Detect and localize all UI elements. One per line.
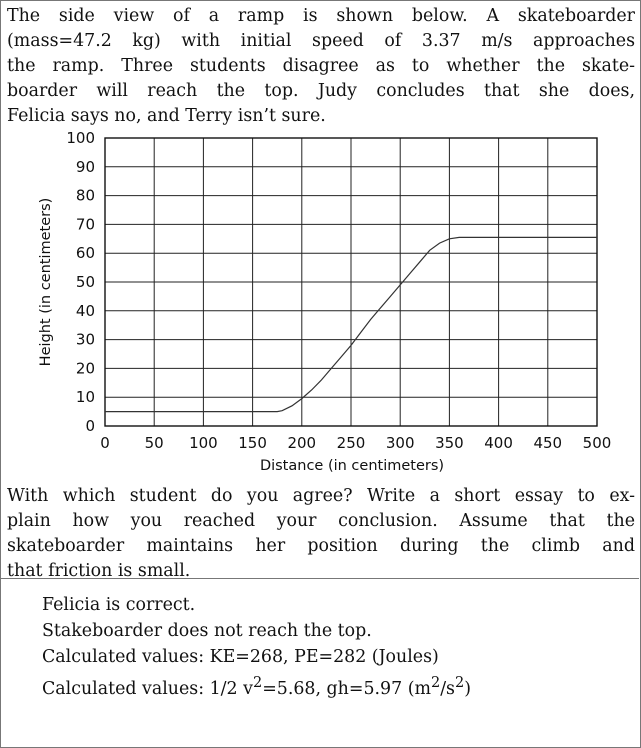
y-tick-label: 30: [76, 331, 95, 349]
y-tick-label: 90: [76, 158, 95, 176]
ratio-mid: =5.68, gh=5.97 (m: [262, 678, 431, 699]
ratio-suffix: ): [464, 678, 472, 699]
x-tick-label: 300: [386, 434, 415, 452]
y-tick-label: 70: [76, 215, 95, 233]
y-tick-label: 50: [76, 273, 95, 291]
ratio-sup: 2: [455, 675, 465, 691]
intro-line: The side view of a ramp is shown below. …: [7, 6, 635, 26]
x-tick-label: 200: [287, 434, 316, 452]
question-line: With which student do you agree? Write a…: [7, 486, 635, 506]
intro-line: boarder will reach the top. Judy conclud…: [7, 81, 635, 101]
y-tick-label: 100: [66, 129, 95, 147]
ramp-profile-chart: 0 50 100 150 200 250 300 350 400 450 500 0 10 20 30 40 5…: [38, 129, 612, 474]
ratio-mid2: /s: [440, 678, 455, 699]
y-tick-label: 10: [76, 388, 95, 406]
answer-line: Felicia is correct.: [42, 595, 196, 615]
y-tick-label: 60: [76, 244, 95, 262]
ratio-sup: 2: [430, 675, 441, 691]
question-line: that friction is small.: [7, 561, 191, 581]
y-tick-label: 0: [85, 417, 95, 435]
problem-question: With which student do you agree? Write a…: [7, 484, 635, 584]
y-tick-label: 80: [76, 187, 95, 205]
x-tick-label: 150: [238, 434, 267, 452]
x-tick-label: 400: [484, 434, 513, 452]
problem-panel: The side view of a ramp is shown below. …: [0, 4, 639, 581]
plot-frame: [104, 137, 598, 427]
y-tick-label: 40: [76, 302, 95, 320]
y-axis-label: Height (in centimeters): [38, 198, 54, 367]
ratio-sup: 2: [252, 675, 263, 691]
ramp-profile-line: [105, 236, 597, 413]
intro-line: Felicia says no, and Terry isn’t sure.: [7, 106, 326, 126]
x-tick-label: 350: [435, 434, 464, 452]
student-answer: Felicia is correct. Stakeboarder does no…: [42, 592, 471, 702]
answer-line-ratio: Calculated values: 1/2 v2=5.68, gh=5.97 …: [42, 670, 471, 702]
intro-line: the ramp. Three students disagree as to …: [7, 56, 635, 76]
answer-line: Stakeboarder does not reach the top.: [42, 621, 372, 641]
x-tick-label: 50: [145, 434, 164, 452]
problem-intro: The side view of a ramp is shown below. …: [7, 4, 635, 129]
x-axis-label: Distance (in centimeters): [260, 458, 444, 474]
y-tick-label: 20: [76, 359, 95, 377]
intro-line: (mass=47.2 kg) with initial speed of 3.3…: [7, 31, 635, 51]
x-tick-label: 250: [337, 434, 366, 452]
x-tick-label: 0: [100, 434, 110, 452]
question-line: skateboarder maintains her position duri…: [7, 536, 635, 556]
answer-line: Calculated values: KE=268, PE=282 (Joule…: [42, 647, 439, 667]
x-tick-label: 500: [583, 434, 612, 452]
question-line: plain how you reached your conclusion. A…: [7, 511, 635, 531]
x-tick-label: 100: [189, 434, 218, 452]
ratio-prefix: Calculated values: 1/2 v: [42, 678, 253, 699]
x-tick-label: 450: [533, 434, 562, 452]
